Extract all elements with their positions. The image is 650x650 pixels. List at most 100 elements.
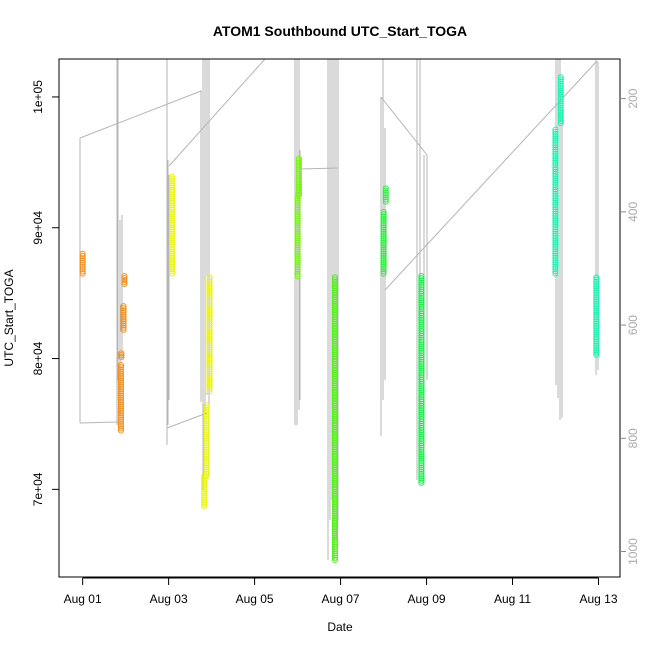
data-point: [418, 396, 425, 403]
data-point: [331, 322, 339, 330]
data-point: [418, 479, 425, 486]
data-point: [331, 417, 339, 425]
data-point: [206, 348, 213, 355]
data-point: [418, 446, 425, 453]
data-point: [331, 461, 339, 469]
data-point: [206, 287, 213, 294]
data-point: [295, 187, 302, 194]
data-point: [331, 446, 339, 453]
data-point: [418, 339, 425, 346]
data-point: [418, 448, 425, 456]
data-point: [380, 255, 387, 262]
data-point: [331, 327, 339, 334]
data-point: [331, 316, 339, 323]
data-point: [331, 404, 339, 411]
data-point: [552, 130, 559, 138]
data-point: [552, 159, 559, 166]
data-point: [331, 325, 339, 332]
data-point: [418, 303, 425, 311]
data-point: [418, 369, 425, 376]
data-point: [418, 374, 425, 381]
data-point: [552, 232, 559, 239]
data-point: [552, 204, 559, 211]
data-point: [294, 237, 301, 244]
data-point: [203, 424, 210, 431]
gray-link: [298, 167, 339, 170]
data-point: [295, 166, 302, 173]
data-point: [418, 398, 425, 405]
data-point: [552, 139, 559, 147]
data-point: [418, 292, 425, 300]
data-point: [294, 222, 301, 229]
data-point: [331, 384, 339, 391]
data-point: [168, 204, 176, 211]
data-point: [203, 446, 210, 453]
data-point: [557, 106, 564, 114]
data-point: [331, 486, 339, 493]
data-point: [593, 287, 600, 294]
data-point: [331, 501, 339, 508]
data-point: [418, 426, 425, 434]
data-point: [557, 80, 564, 87]
data-point: [295, 161, 302, 168]
data-point: [418, 468, 425, 475]
data-point: [331, 375, 339, 383]
data-point: [593, 276, 600, 283]
data-point: [168, 193, 176, 200]
y-tick-label: 1e+05: [31, 80, 45, 114]
data-point: [418, 284, 425, 291]
data-point: [331, 426, 339, 433]
data-point: [593, 274, 600, 281]
data-point: [168, 178, 176, 185]
data-point: [206, 289, 213, 296]
data-point: [294, 242, 301, 249]
data-point: [331, 550, 339, 557]
data-point: [331, 294, 339, 301]
data-point: [593, 336, 600, 343]
data-point: [380, 263, 387, 271]
data-point: [206, 383, 213, 390]
data-point: [294, 253, 301, 260]
data-point: [552, 230, 559, 237]
data-point: [418, 404, 425, 412]
y-axis-label: UTC_Start_TOGA: [2, 269, 16, 366]
data-point: [552, 148, 559, 155]
data-point: [331, 420, 339, 427]
data-point: [203, 415, 210, 422]
data-point: [120, 309, 127, 316]
data-point: [552, 184, 559, 191]
data-point: [168, 268, 176, 275]
data-point: [552, 215, 559, 222]
data-point: [79, 255, 86, 262]
data-point: [206, 318, 213, 325]
data-point: [331, 466, 339, 473]
data-point: [380, 233, 387, 240]
data-point: [331, 484, 339, 491]
data-point: [552, 259, 559, 266]
data-point: [206, 324, 213, 331]
data-point: [593, 320, 600, 327]
data-point: [168, 270, 176, 277]
data-point: [294, 217, 301, 224]
data-point: [168, 180, 176, 187]
data-point: [380, 246, 387, 253]
data-point: [294, 248, 301, 255]
data-point: [418, 349, 425, 357]
data-point: [557, 115, 564, 122]
data-point: [117, 364, 125, 371]
data-point: [331, 479, 339, 486]
data-point: [552, 254, 559, 262]
data-point: [121, 280, 128, 288]
data-point: [418, 367, 425, 374]
data-point: [593, 329, 600, 336]
data-point: [380, 226, 387, 233]
data-point: [168, 261, 176, 268]
data-point: [203, 413, 210, 420]
data-point: [206, 313, 213, 320]
data-point: [418, 444, 425, 451]
data-point: [120, 303, 127, 310]
data-point: [418, 391, 425, 398]
data-point: [294, 261, 301, 269]
data-point: [168, 252, 176, 260]
data-point: [552, 186, 559, 193]
